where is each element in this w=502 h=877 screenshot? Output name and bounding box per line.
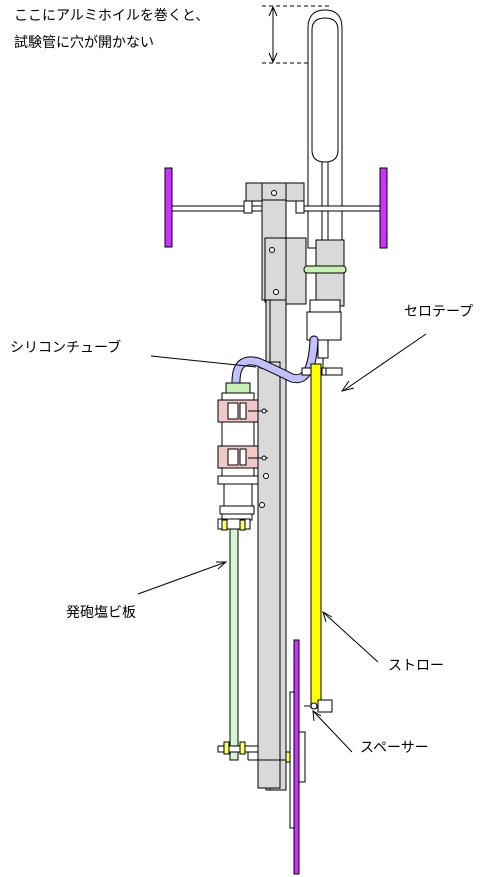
straw-label: ストロー <box>388 658 444 674</box>
top-bracket <box>243 182 305 214</box>
foil-dimension-marker <box>262 5 330 64</box>
spacer <box>304 699 333 713</box>
secondary-pillar <box>257 361 281 789</box>
tube-clamp <box>303 239 347 372</box>
left-purple-stand <box>164 167 173 248</box>
cellophane-tape-band <box>301 367 343 376</box>
yellow-straw <box>310 363 322 709</box>
spacer-label: スペーサー <box>360 740 429 756</box>
left-tube-stack <box>217 382 268 521</box>
leader-lines <box>137 333 427 753</box>
foil-note-line2: 試験管に穴が開かない <box>14 35 154 51</box>
test-tube <box>307 9 343 249</box>
foil-note-line1: ここにアルミホイルを巻くと、 <box>14 8 210 24</box>
foam-pvc-board-label: 発砲塩ビ板 <box>66 605 136 621</box>
bottom-purple-plate <box>289 639 306 875</box>
silicone-tube-label: シリコンチューブ <box>10 340 122 356</box>
right-purple-stand <box>379 167 388 249</box>
cellophane-tape-label: セロテープ <box>404 304 474 320</box>
foam-pvc-board <box>217 518 293 763</box>
